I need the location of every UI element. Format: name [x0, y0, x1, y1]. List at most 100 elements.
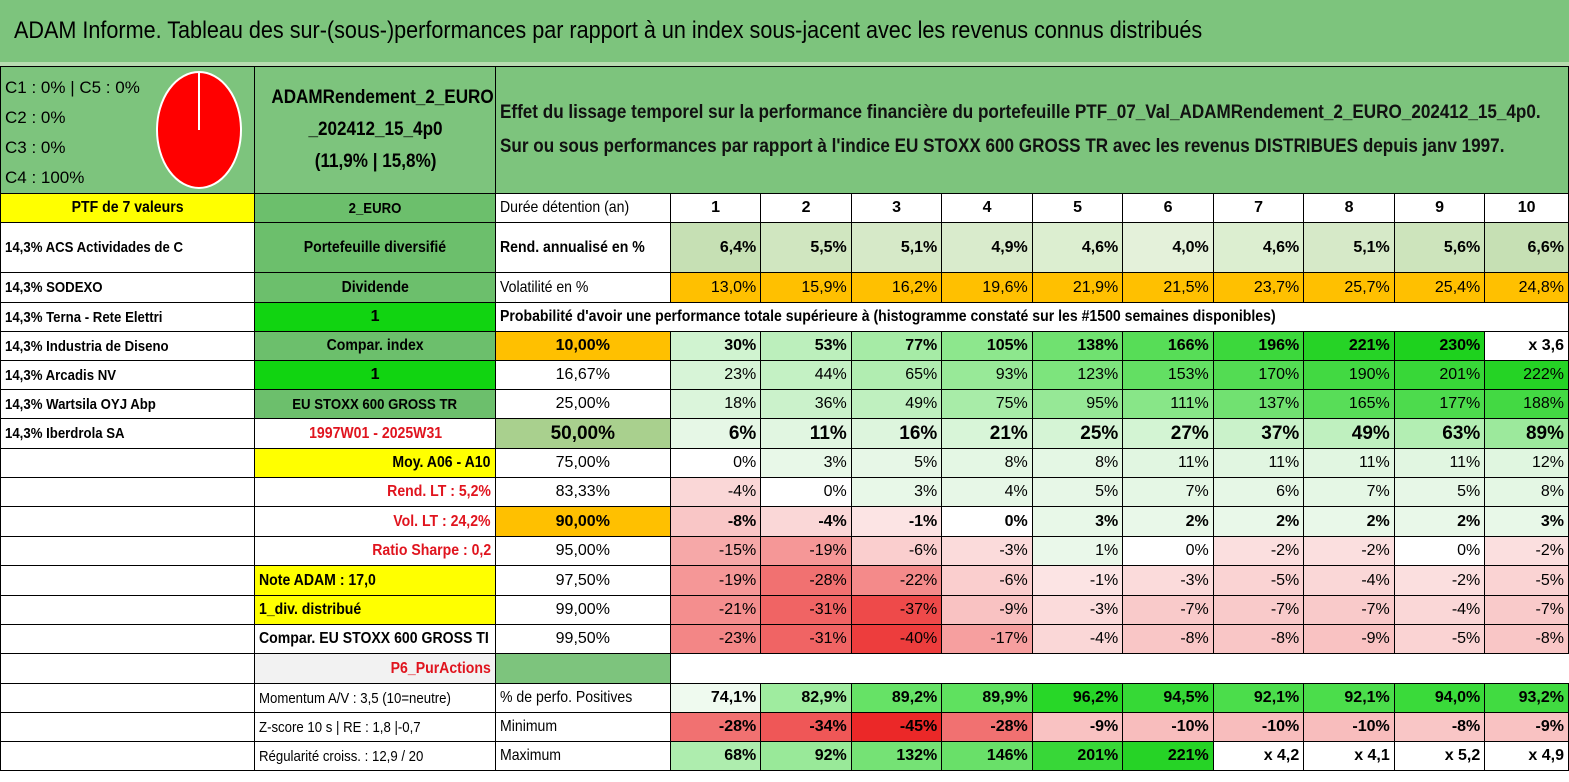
quantile-value: 6%	[669, 418, 762, 449]
class-c4: C4 : 100%	[5, 168, 85, 187]
rend-value: 4,6%	[1212, 222, 1305, 273]
empty-band	[669, 653, 1569, 684]
quantile-value: 95%	[1031, 389, 1124, 419]
index-name: EU STOXX 600 GROSS TR	[254, 389, 496, 419]
quantile-value: 153%	[1122, 360, 1214, 390]
quantile-value: -5%	[1484, 565, 1569, 596]
quantile-value: 8%	[1031, 448, 1124, 478]
quantile-value: 5%	[1393, 477, 1486, 507]
quantile-value: -5%	[1393, 624, 1486, 654]
quantile-value: 11%	[1303, 448, 1395, 478]
min-value: -28%	[941, 712, 1033, 742]
quantile-value: -2%	[1393, 565, 1486, 596]
quantile-value: 11%	[1393, 448, 1486, 478]
quantile-value: 27%	[1122, 418, 1214, 449]
quantile-value: -31%	[760, 624, 852, 654]
quantile-value: -4%	[1393, 595, 1486, 625]
max-value: 221%	[1122, 741, 1214, 771]
index-flag[interactable]: 1	[254, 360, 496, 390]
holding-row: 14,3% Terna - Rete Elettri	[0, 302, 256, 332]
moy-label: Moy. A06 - A10	[254, 448, 496, 478]
quantile-value: -7%	[1484, 595, 1569, 625]
min-value: -9%	[1484, 712, 1569, 742]
rend-value: 5,6%	[1393, 222, 1486, 273]
quantile-value: -40%	[850, 624, 943, 654]
quantile-value: -9%	[1303, 624, 1395, 654]
quantile-value: 63%	[1393, 418, 1486, 449]
class-breakdown-cell: C1 : 0% | C5 : 0% C2 : 0% C3 : 0% C4 : 1…	[0, 66, 256, 194]
quantile-value: -23%	[669, 624, 762, 654]
quantile-value: -2%	[1484, 536, 1569, 566]
pos-value: 74,1%	[669, 683, 762, 713]
quantile-value: -2%	[1212, 536, 1305, 566]
quantile-value: 165%	[1303, 389, 1395, 419]
quantile-value: 177%	[1393, 389, 1486, 419]
rend-value: 6,6%	[1484, 222, 1569, 273]
compar-index-label: Compar. index	[254, 331, 496, 361]
year-9: 9	[1393, 193, 1486, 223]
description-line1: Effet du lissage temporel sur la perform…	[499, 102, 1541, 123]
description-cell: Effet du lissage temporel sur la perform…	[494, 66, 1569, 194]
quantile-value: 49%	[850, 389, 943, 419]
quantile-value: 11%	[760, 418, 852, 449]
quantile-value: 16%	[850, 418, 943, 449]
year-3: 3	[850, 193, 943, 223]
empty-cell	[0, 653, 256, 684]
empty-cell	[0, 624, 256, 654]
quantile-value: -19%	[760, 536, 852, 566]
title-divider	[0, 62, 1569, 66]
quantile-value: 2%	[1212, 506, 1305, 537]
min-value: -45%	[850, 712, 943, 742]
quantile-value: -4%	[1031, 624, 1124, 654]
pos-value: 92,1%	[1212, 683, 1305, 713]
quantile-value: -8%	[1212, 624, 1305, 654]
quantile-value: 5%	[850, 448, 943, 478]
quantile-value: 196%	[1212, 331, 1305, 361]
compar-label: Compar. EU STOXX 600 GROSS TI	[254, 624, 496, 654]
quantile-value: 3%	[1031, 506, 1124, 537]
pos-value: 94,0%	[1393, 683, 1486, 713]
max-value: x 5,2	[1393, 741, 1486, 771]
quantile-value: 105%	[941, 331, 1033, 361]
rend-value: 4,9%	[941, 222, 1033, 273]
fund-name-cell: ADAMRendement_2_EURO _202412_15_4p0 (11,…	[254, 66, 496, 194]
holding-row: 14,3% Industria de Diseno	[0, 331, 256, 361]
quantile-value: -8%	[1484, 624, 1569, 654]
quantile-value: -7%	[1212, 595, 1305, 625]
quantile-value: 11%	[1122, 448, 1214, 478]
rend-value: 4,0%	[1122, 222, 1214, 273]
quantile-value: 0%	[1122, 536, 1214, 566]
year-6: 6	[1122, 193, 1214, 223]
fund-name-line1: ADAMRendement_2_EURO	[271, 87, 495, 108]
quantile-value: -2%	[1303, 536, 1395, 566]
quantile-value: x 3,6	[1484, 331, 1569, 361]
pos-value: 89,2%	[850, 683, 943, 713]
year-2: 2	[760, 193, 852, 223]
max-value: 201%	[1031, 741, 1124, 771]
quantile-label: 99,50%	[494, 624, 671, 654]
class-c2: C2 : 0%	[5, 108, 66, 127]
quantile-value: 65%	[850, 360, 943, 390]
quantile-value: 89%	[1484, 418, 1569, 449]
quantile-label: 75,00%	[494, 448, 671, 478]
rend-value: 4,6%	[1031, 222, 1124, 273]
empty-cell	[0, 565, 256, 596]
max-value: x 4,1	[1303, 741, 1395, 771]
year-1: 1	[669, 193, 762, 223]
quantile-value: 0%	[941, 506, 1033, 537]
min-value: -10%	[1122, 712, 1214, 742]
pos-value: 94,5%	[1122, 683, 1214, 713]
rend-value: 5,1%	[1303, 222, 1395, 273]
quantile-label: 16,67%	[494, 360, 671, 390]
quantile-value: 7%	[1303, 477, 1395, 507]
dividend-flag[interactable]: 1	[254, 302, 496, 332]
quantile-value: 4%	[941, 477, 1033, 507]
vol-value: 25,4%	[1393, 272, 1486, 303]
quantile-value: 0%	[760, 477, 852, 507]
pos-label: % de perfo. Positives	[494, 683, 671, 713]
year-8: 8	[1303, 193, 1395, 223]
max-value: 132%	[850, 741, 943, 771]
holding-row: 14,3% Iberdrola SA	[0, 418, 256, 449]
quantile-value: 138%	[1031, 331, 1124, 361]
quantile-value: -3%	[941, 536, 1033, 566]
